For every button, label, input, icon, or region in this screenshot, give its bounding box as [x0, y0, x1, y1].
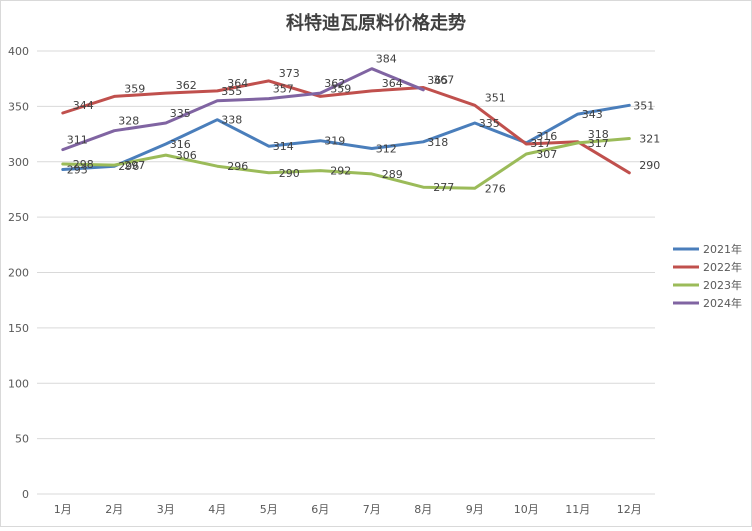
- y-tick-label: 50: [15, 433, 29, 446]
- x-tick-label: 4月: [208, 503, 226, 516]
- data-label: 328: [118, 115, 139, 128]
- legend-label: 2021年: [703, 242, 742, 256]
- data-label: 359: [124, 82, 145, 95]
- data-label: 321: [639, 132, 660, 145]
- data-label: 316: [170, 138, 191, 151]
- series-line-2: [61, 137, 631, 190]
- x-tick-label: 11月: [565, 503, 590, 516]
- data-label: 318: [427, 136, 448, 149]
- data-label: 362: [176, 79, 197, 92]
- y-tick-label: 300: [8, 156, 29, 169]
- y-axis: 0 50 100 150 200 250 300 350 400: [8, 45, 29, 501]
- data-label: 296: [227, 160, 248, 173]
- data-label: 298: [73, 158, 94, 171]
- data-label: 293: [67, 164, 88, 177]
- x-tick-label: 12月: [617, 503, 642, 516]
- chart-title: 科特迪瓦原料价格走势: [286, 12, 466, 34]
- data-label: 351: [485, 91, 506, 104]
- data-label: 338: [221, 114, 242, 127]
- x-tick-label: 5月: [260, 503, 278, 516]
- data-label: 335: [479, 117, 500, 130]
- data-label: 312: [376, 142, 397, 155]
- legend-label: 2023年: [703, 278, 742, 292]
- x-tick-label: 3月: [157, 503, 175, 516]
- x-axis: 1月 2月 3月 4月 5月 6月 7月 8月 9月 10月 11月 12月: [54, 503, 642, 516]
- y-tick-label: 200: [8, 267, 29, 280]
- data-label: 311: [67, 134, 88, 147]
- data-label: 296: [118, 160, 139, 173]
- gridlines: [37, 50, 655, 495]
- data-label: 359: [330, 82, 351, 95]
- x-tick-label: 1月: [54, 503, 72, 516]
- series-line-1: [61, 79, 631, 175]
- data-label: 290: [639, 159, 660, 172]
- data-label: 307: [536, 148, 557, 161]
- data-label: 314: [273, 140, 294, 153]
- data-label: 343: [582, 108, 603, 121]
- data-label: 344: [73, 99, 94, 112]
- data-label: 306: [176, 149, 197, 162]
- data-label: 316: [536, 130, 557, 143]
- data-label: 355: [221, 85, 242, 98]
- data-label: 362: [324, 77, 345, 90]
- data-label: 317: [588, 137, 609, 150]
- data-label: 318: [588, 128, 609, 141]
- data-label: 357: [273, 83, 294, 96]
- data-label: 297: [124, 159, 145, 172]
- data-label: 335: [170, 107, 191, 120]
- x-tick-label: 2月: [105, 503, 123, 516]
- data-label: 373: [279, 67, 300, 80]
- x-tick-label: 8月: [414, 503, 432, 516]
- data-label: 364: [227, 77, 248, 90]
- data-label: 277: [433, 181, 454, 194]
- data-label: 290: [279, 167, 300, 180]
- data-label: 289: [382, 168, 403, 181]
- x-tick-label: 10月: [514, 503, 539, 516]
- series-lines: [61, 67, 631, 190]
- data-label: 276: [485, 182, 506, 195]
- data-label: 292: [330, 165, 351, 178]
- legend-label: 2022年: [703, 260, 742, 274]
- series-line-3: [61, 67, 425, 152]
- y-tick-label: 400: [8, 45, 29, 58]
- data-label: 367: [433, 74, 454, 87]
- y-tick-label: 0: [22, 488, 29, 501]
- data-label: 351: [633, 99, 654, 112]
- y-tick-label: 250: [8, 211, 29, 224]
- y-tick-label: 150: [8, 322, 29, 335]
- y-tick-label: 350: [8, 100, 29, 113]
- x-tick-label: 6月: [311, 503, 329, 516]
- data-labels: 293 296 316 338 314 319 312 318 335 317 343 351 344 3…: [67, 53, 661, 196]
- data-label: 384: [376, 53, 397, 66]
- legend: 2021年 2022年 2023年 2024年: [673, 242, 742, 310]
- data-label: 319: [324, 135, 345, 148]
- x-tick-label: 7月: [363, 503, 381, 516]
- y-tick-label: 100: [8, 377, 29, 390]
- series-line-0: [61, 103, 631, 171]
- data-label: 365: [427, 74, 448, 87]
- x-tick-label: 9月: [466, 503, 484, 516]
- data-label: 364: [382, 77, 403, 90]
- legend-label: 2024年: [703, 296, 742, 310]
- data-label: 317: [530, 137, 551, 150]
